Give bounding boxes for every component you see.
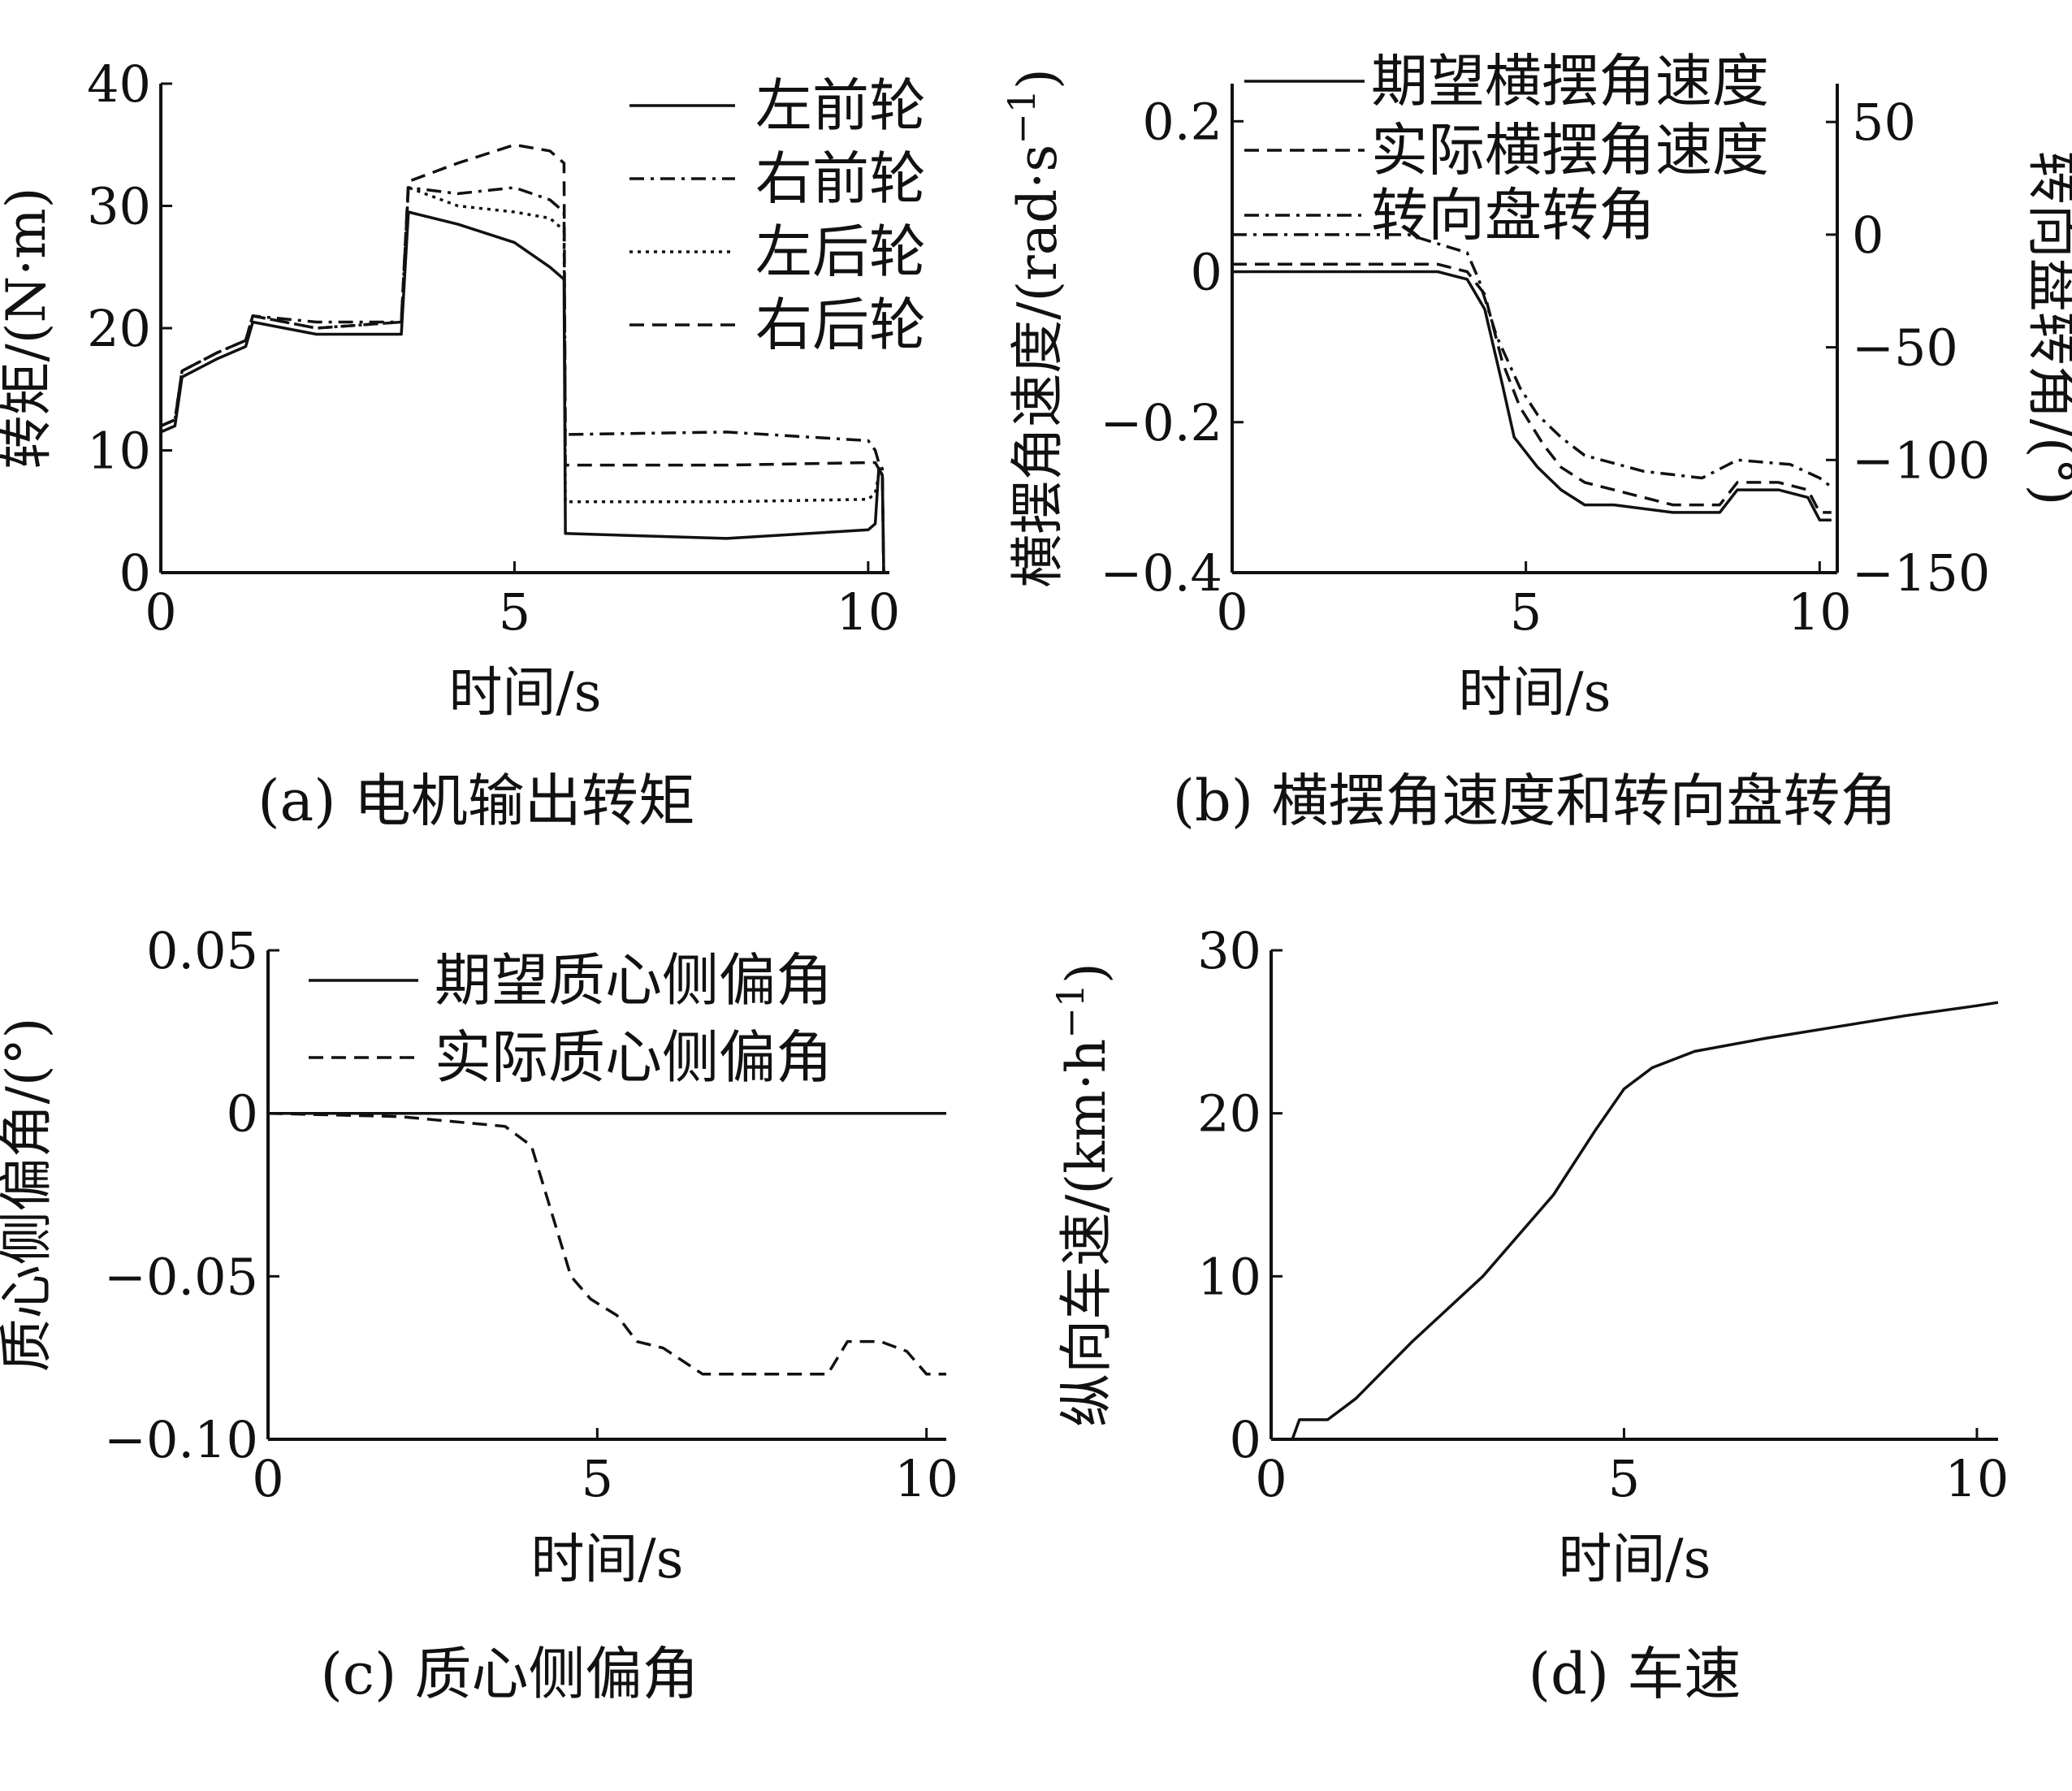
y-tick-label: 0 xyxy=(1191,243,1222,302)
y-tick-label: 40 xyxy=(87,54,151,114)
x-tick-label: 0 xyxy=(1216,582,1248,642)
caption: (a) 电机输出转矩 xyxy=(257,768,695,834)
series-line-0 xyxy=(1271,1001,1999,1441)
y-axis-label-close: ) xyxy=(1055,963,1118,984)
y-axis-label: 质心侧偏角/(°) xyxy=(0,1018,58,1373)
y-tick-label: −0.10 xyxy=(104,1410,258,1469)
caption: (c) 质心侧偏角 xyxy=(320,1641,699,1707)
series-line-0 xyxy=(1232,270,1832,521)
x-tick-label: 10 xyxy=(1944,1449,2009,1508)
y-axis-label: 纵向车速/(km·h−1) xyxy=(1049,963,1118,1427)
y2-axis-label: 转向盘转角/(°) xyxy=(2022,151,2072,506)
x-tick-label: 0 xyxy=(252,1449,283,1508)
y-tick-label: −0.05 xyxy=(104,1247,258,1306)
x-tick-label: 5 xyxy=(1608,1449,1640,1508)
y-tick-label: 20 xyxy=(87,299,151,358)
y-axis-label-sup: −1 xyxy=(1049,984,1092,1039)
series-line-2 xyxy=(1232,233,1832,488)
x-axis-label: 时间/s xyxy=(1458,661,1611,724)
x-tick-label: 10 xyxy=(1788,582,1852,642)
legend-label: 左后轮 xyxy=(755,218,926,285)
series-line-1 xyxy=(267,1111,946,1376)
y-axis-label-sup: −1 xyxy=(1000,89,1044,145)
x-tick-label: 5 xyxy=(1510,582,1542,642)
y-axis-label-main: 质心侧偏角/(°) xyxy=(0,1018,58,1373)
x-axis-label: 时间/s xyxy=(530,1528,683,1590)
legend-label: 期望质心侧偏角 xyxy=(435,947,833,1014)
series-line-3 xyxy=(160,143,885,573)
y-tick-label: −0.2 xyxy=(1100,393,1222,452)
x-tick-label: 0 xyxy=(1255,1449,1287,1508)
legend-label: 转向盘转角 xyxy=(1371,182,1655,249)
y-axis-label: 横摆角速度/(rad·s−1) xyxy=(1000,68,1069,588)
y-axis-label-main: 转矩/(N·m) xyxy=(0,187,58,469)
series-line-0 xyxy=(160,210,885,573)
y-axis-label-main: 横摆角速度/(rad·s xyxy=(1006,145,1069,588)
y2-tick-label: −100 xyxy=(1852,430,1990,490)
legend-label: 右前轮 xyxy=(755,145,926,212)
y-tick-label: 30 xyxy=(1197,921,1261,980)
chart-d: 0 5 10 0 10 20 30 时间/s 纵向车速/(km·h−1) (d) 车速 xyxy=(1049,921,2009,1707)
y-tick-label: 30 xyxy=(87,177,151,236)
legend-label: 期望横摆角速度 xyxy=(1371,48,1769,115)
y-tick-label: −0.4 xyxy=(1100,543,1222,603)
y2-tick-label: −50 xyxy=(1852,318,1958,378)
y2-tick-label: 50 xyxy=(1852,93,1916,152)
x-tick-label: 0 xyxy=(145,582,176,642)
x-axis-label: 时间/s xyxy=(1558,1528,1711,1590)
x-tick-label: 10 xyxy=(894,1449,958,1508)
x-tick-label: 5 xyxy=(582,1449,613,1508)
y-tick-label: 10 xyxy=(1197,1247,1261,1306)
series-line-1 xyxy=(1232,262,1832,514)
y-axis-label: 转矩/(N·m) xyxy=(0,187,58,469)
x-tick-label: 10 xyxy=(836,582,900,642)
y2-tick-label: −150 xyxy=(1852,543,1990,603)
y-tick-label: 0.2 xyxy=(1142,92,1222,151)
y-tick-label: 0 xyxy=(119,543,151,603)
caption: (d) 车速 xyxy=(1529,1641,1741,1707)
y2-tick-label: 0 xyxy=(1852,205,1884,265)
series-line-1 xyxy=(160,186,885,573)
x-axis-label: 时间/s xyxy=(448,661,601,724)
legend-label: 左前轮 xyxy=(755,72,926,139)
caption: (b) 横摆角速度和转向盘转角 xyxy=(1173,768,1897,834)
legend-label: 右后轮 xyxy=(755,292,926,358)
x-tick-label: 5 xyxy=(499,582,530,642)
legend-label: 实际质心侧偏角 xyxy=(435,1024,833,1091)
legend-label: 实际横摆角速度 xyxy=(1371,117,1769,184)
chart-b: 0 5 10 −0.4 −0.2 0 0.2 −150 −100 −50 0 50 期望横摆角速度实际横… xyxy=(1000,48,2072,834)
y-tick-label: 20 xyxy=(1197,1084,1261,1144)
y-axis-label-main: 纵向车速/(km·h xyxy=(1055,1039,1118,1427)
y-axis-label-close: ) xyxy=(1006,68,1069,89)
y-tick-label: 0 xyxy=(1230,1410,1261,1469)
y-tick-label: 10 xyxy=(87,422,151,481)
y-tick-label: 0.05 xyxy=(146,921,258,980)
y-tick-label: 0 xyxy=(227,1084,258,1144)
